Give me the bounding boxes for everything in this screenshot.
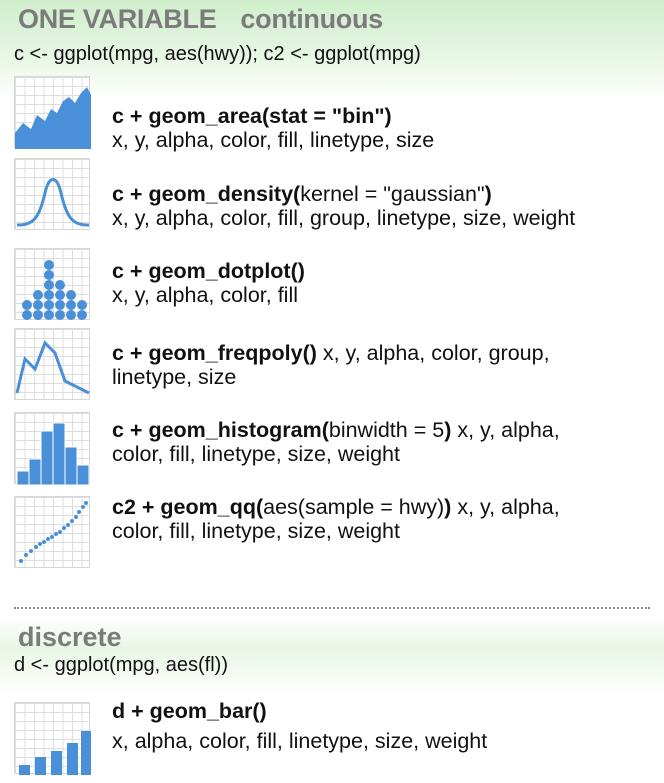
dotplot-icon: [14, 248, 90, 320]
geom-qq-entry: c2 + geom_qq(aes(sample = hwy)) x, y, al…: [112, 495, 560, 543]
setup-code-discrete: d <- ggplot(mpg, aes(fl)): [14, 654, 228, 676]
qq-plot-icon: [14, 496, 90, 568]
geom-dotplot-entry: c + geom_dotplot() x, y, alpha, color, f…: [112, 259, 305, 307]
section-title: ONE VARIABLE continuous: [18, 4, 383, 34]
geom-density-entry: c + geom_density(kernel = "gaussian") x,…: [112, 182, 576, 230]
setup-code-continuous: c <- ggplot(mpg, aes(hwy)); c2 <- ggplot…: [14, 43, 421, 65]
area-plot-icon: [14, 76, 91, 149]
discrete-band: [0, 614, 664, 694]
discrete-title: discrete: [18, 622, 122, 652]
geom-histogram-entry: c + geom_histogram(binwidth = 5) x, y, a…: [112, 418, 560, 466]
geom-freqpoly-entry: c + geom_freqpoly() x, y, alpha, color, …: [112, 341, 550, 389]
section-divider: [14, 607, 650, 609]
density-plot-icon: [14, 158, 90, 230]
geom-area-entry: c + geom_area(stat = "bin") x, y, alpha,…: [112, 104, 435, 152]
header-band: [0, 0, 664, 100]
histogram-icon: [14, 412, 90, 485]
freqpoly-icon: [14, 328, 90, 400]
section-subtitle: continuous: [240, 4, 383, 34]
bar-chart-icon: [14, 702, 91, 775]
geom-bar-entry: d + geom_bar() x, alpha, color, fill, li…: [112, 699, 488, 753]
